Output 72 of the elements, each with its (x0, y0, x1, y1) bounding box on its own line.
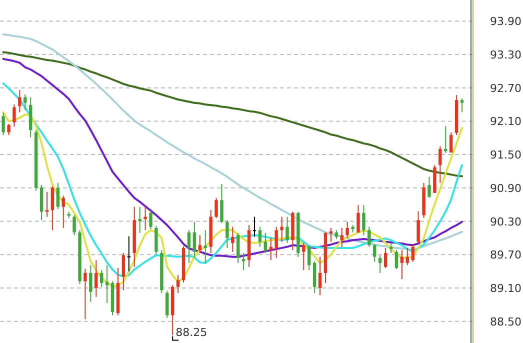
candlestick (192, 221, 196, 258)
candlestick (56, 182, 60, 210)
candlestick (460, 98, 464, 113)
candlestick (438, 146, 442, 184)
line-series (2, 51, 463, 178)
candlestick (340, 227, 344, 248)
candlestick (127, 236, 130, 272)
candlestick (394, 250, 398, 270)
candlestick (149, 210, 152, 230)
candlestick (368, 226, 371, 248)
candlestick (428, 176, 431, 198)
candlestick (166, 290, 169, 318)
candlestick (89, 264, 92, 302)
candlestick (258, 226, 262, 248)
candlestick (280, 216, 284, 242)
candlestick (378, 254, 382, 274)
candlestick (384, 247, 388, 268)
candlestick (50, 186, 54, 231)
candlestick (264, 232, 268, 254)
candlestick (308, 244, 311, 271)
candlestick (72, 214, 76, 236)
y-tick-label: 93.90 (490, 15, 522, 28)
line-series (2, 82, 463, 278)
candlestick (187, 230, 191, 264)
candlestick (2, 112, 5, 136)
y-tick-label: 90.90 (490, 182, 522, 195)
candlestick (312, 260, 316, 294)
candlestick (138, 206, 142, 234)
candlestick (12, 104, 16, 128)
candlestick (154, 225, 158, 255)
candlestick (62, 195, 65, 228)
candlestick (362, 204, 366, 236)
candlestick (346, 221, 349, 238)
candlestick (198, 234, 202, 254)
y-tick-label: 88.50 (490, 315, 522, 328)
y-tick-label: 92.70 (490, 82, 522, 95)
candlestick (252, 216, 256, 238)
candlestick (373, 244, 376, 262)
candlestick (214, 197, 218, 218)
candlestick (226, 220, 229, 248)
candlestick (84, 268, 87, 320)
candlestick (231, 226, 234, 252)
y-tick-label: 90.30 (490, 215, 522, 228)
candlestick (400, 250, 404, 280)
candlestick (204, 230, 207, 264)
y-tick-label: 91.50 (490, 148, 522, 162)
candlestick (406, 247, 409, 266)
candlestick (45, 191, 49, 218)
candlestick (7, 123, 10, 136)
candlestick (144, 206, 147, 231)
candlestick (236, 232, 240, 264)
candlestick (176, 274, 180, 294)
y-tick-label: 89.10 (490, 282, 522, 295)
candlestick (449, 132, 453, 154)
annotation: 88.25 (176, 326, 208, 340)
candlestick (122, 252, 126, 291)
y-tick-label: 89.70 (490, 248, 522, 262)
candlestick (411, 244, 414, 262)
candlestick (356, 204, 360, 234)
candlestick (302, 242, 306, 271)
candlestick (416, 210, 420, 244)
y-tick-label: 92.10 (490, 115, 522, 128)
candlestick (242, 252, 246, 271)
candlestick (286, 216, 289, 244)
candlestick (100, 270, 104, 288)
candlestick (94, 260, 98, 298)
candlestick (318, 256, 322, 296)
candlestick (24, 94, 27, 111)
candlestick (18, 90, 22, 113)
y-tick-label: 93.30 (490, 48, 522, 62)
candlestick (274, 226, 278, 258)
candlestick (220, 184, 224, 224)
